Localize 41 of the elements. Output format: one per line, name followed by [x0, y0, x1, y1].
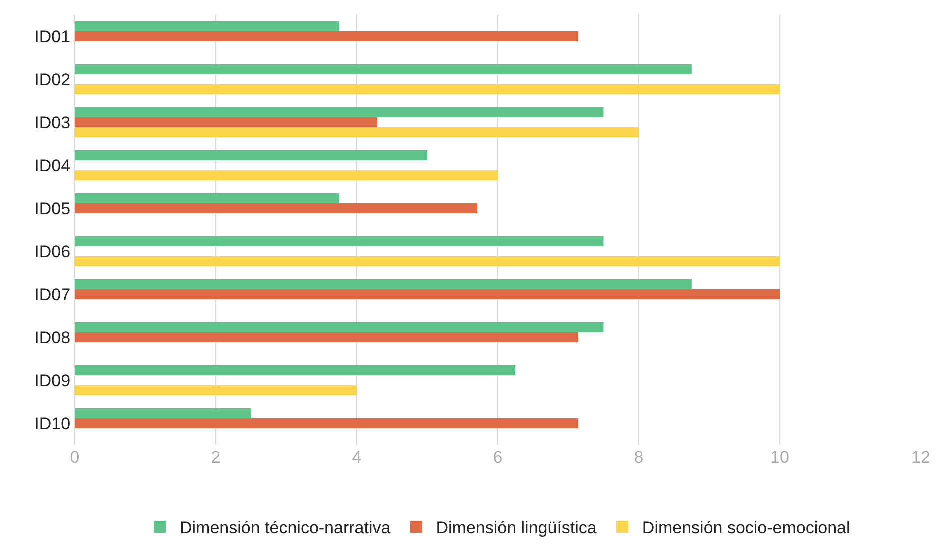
legend-label: Dimensión técnico-narrativa — [180, 518, 392, 538]
legend-label: Dimensión socio-emocional — [642, 518, 850, 538]
y-tick-label: ID06 — [34, 242, 71, 262]
bar — [75, 365, 516, 376]
y-tick-label: ID07 — [34, 285, 71, 304]
bar — [75, 128, 639, 138]
bar — [75, 332, 578, 343]
bar — [75, 107, 604, 118]
y-tick-label: ID02 — [34, 70, 71, 90]
bar — [75, 117, 378, 128]
bar — [75, 170, 498, 181]
x-tick-label: 4 — [352, 448, 362, 467]
bar — [75, 418, 578, 429]
legend-label: Dimensión lingüística — [436, 518, 598, 538]
x-tick-label: 12 — [912, 448, 930, 467]
y-tick-label: ID01 — [34, 27, 71, 46]
bar — [75, 256, 780, 267]
y-tick-label: ID09 — [34, 371, 71, 390]
bar — [75, 84, 780, 95]
bar — [75, 64, 692, 74]
y-tick-label: ID08 — [34, 328, 71, 348]
y-tick-label: ID04 — [34, 156, 71, 176]
bar — [75, 236, 604, 246]
x-tick-label: 6 — [493, 448, 503, 467]
bar — [75, 193, 340, 204]
x-tick-label: 8 — [634, 448, 644, 467]
x-tick-label: 10 — [770, 448, 790, 467]
bar — [75, 21, 340, 32]
y-tick-label: ID03 — [34, 113, 71, 132]
bar — [75, 408, 252, 418]
bar — [75, 386, 357, 396]
bar — [75, 279, 692, 290]
bar — [75, 203, 478, 214]
bar — [75, 289, 780, 300]
y-tick-label: ID10 — [34, 414, 71, 434]
y-tick-label: ID05 — [34, 199, 71, 218]
bar — [75, 31, 578, 42]
x-tick-label: 0 — [70, 448, 80, 467]
x-tick-label: 2 — [211, 448, 221, 467]
bar — [75, 150, 428, 160]
bar — [75, 322, 604, 332]
